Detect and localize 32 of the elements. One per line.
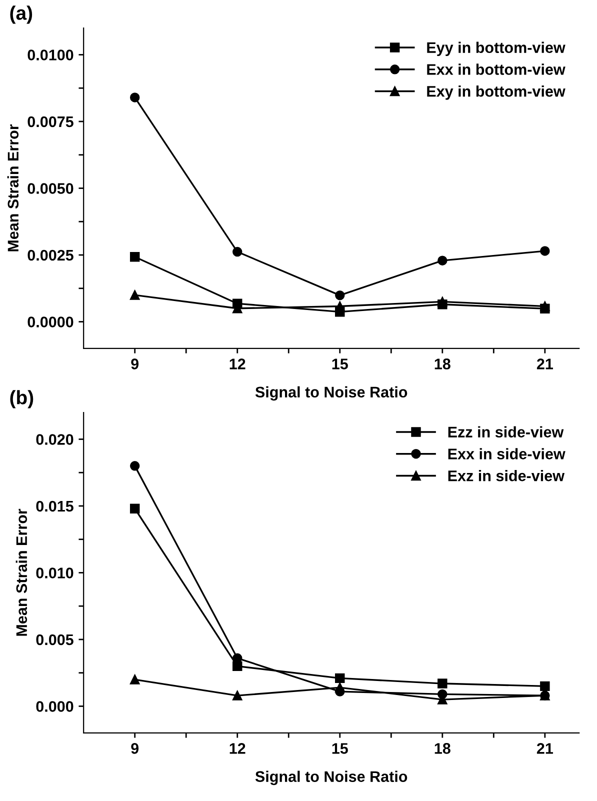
x-tick-label: 15 xyxy=(332,358,348,370)
y-axis-title: Mean Strain Error xyxy=(7,124,19,252)
y-tick-label: 0.0075 xyxy=(28,116,74,128)
x-axis-title: Signal to Noise Ratio xyxy=(255,386,408,401)
y-axis-title: Mean Strain Error xyxy=(16,508,28,636)
legend-label: Eyy in bottom-view xyxy=(427,42,566,56)
y-tick-label: 0.0100 xyxy=(28,50,74,60)
chart-title: (b) xyxy=(10,390,34,408)
legend-label: Ezz in side-view xyxy=(448,426,564,438)
x-tick-label: 18 xyxy=(434,358,450,370)
x-tick-label: 15 xyxy=(332,743,348,754)
legend-label: Exx in bottom-view xyxy=(427,64,566,75)
legend-label: Exy in bottom-view xyxy=(427,86,566,100)
x-tick-label: 9 xyxy=(131,743,139,754)
x-tick-label: 18 xyxy=(434,743,450,754)
x-tick-label: 12 xyxy=(230,743,246,754)
x-tick-label: 21 xyxy=(536,358,553,370)
y-tick-label: 0.000 xyxy=(36,701,74,712)
x-tick-label: 9 xyxy=(131,358,139,370)
y-tick-label: 0.010 xyxy=(36,568,74,578)
legend-label: Exx in side-view xyxy=(448,448,566,460)
y-tick-label: 0.005 xyxy=(36,634,74,646)
x-tick-label: 21 xyxy=(536,743,553,754)
legend-label: Exz in side-view xyxy=(448,470,565,482)
y-tick-label: 0.0025 xyxy=(28,250,74,261)
x-tick-label: 12 xyxy=(230,358,246,370)
y-tick-label: 0.015 xyxy=(36,500,74,512)
y-tick-label: 0.020 xyxy=(36,434,74,445)
y-tick-label: 0.0000 xyxy=(28,316,74,328)
x-axis-title: Signal to Noise Ratio xyxy=(255,770,408,786)
y-tick-label: 0.0050 xyxy=(28,183,74,194)
chart-title: (a) xyxy=(10,6,32,24)
